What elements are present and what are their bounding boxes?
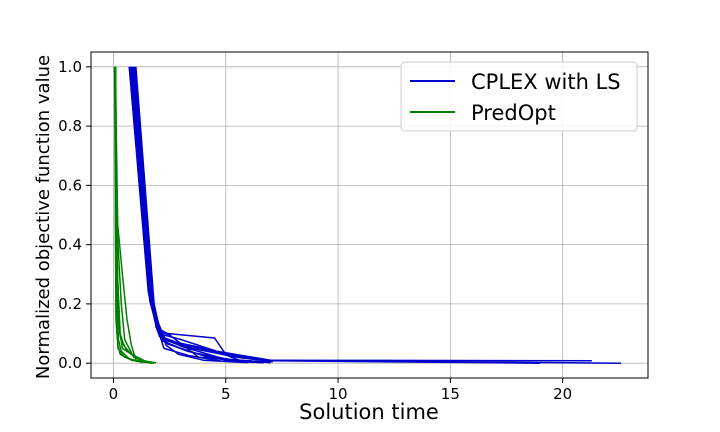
y-tick-label: 0.8	[58, 117, 82, 135]
x-axis-ticks: 0 5 10 15 20	[109, 378, 572, 403]
series-line	[131, 66, 267, 364]
y-axis-label: Normalized objective function value	[33, 55, 54, 379]
series-line	[128, 66, 260, 364]
x-tick-label: 20	[553, 385, 572, 403]
y-tick-label: 0.6	[58, 176, 82, 194]
series-line	[113, 66, 139, 363]
series-0	[128, 66, 622, 364]
series-line	[132, 66, 262, 364]
x-tick-label: 10	[329, 385, 348, 403]
legend-label-predopt: PredOpt	[471, 101, 556, 125]
series-lines	[113, 66, 622, 364]
legend-box	[400, 61, 638, 132]
series-1	[113, 66, 157, 364]
y-tick-label: 0.0	[58, 354, 82, 372]
x-tick-label: 5	[221, 385, 231, 403]
x-tick-label: 15	[441, 385, 460, 403]
y-tick-label: 0.4	[58, 236, 82, 254]
plot-frame	[90, 51, 649, 379]
legend: CPLEX with LS PredOpt	[400, 61, 638, 132]
y-axis-ticks: 0.0 0.2 0.4 0.6 0.8 1.0	[58, 58, 91, 372]
x-axis-label: Solution time	[299, 400, 439, 424]
y-tick-label: 0.2	[58, 295, 82, 313]
legend-label-cplex: CPLEX with LS	[471, 70, 621, 94]
x-tick-label: 0	[109, 385, 119, 403]
series-line	[133, 66, 264, 364]
series-line	[130, 66, 271, 364]
y-tick-label: 1.0	[58, 58, 82, 76]
series-line	[132, 66, 249, 364]
